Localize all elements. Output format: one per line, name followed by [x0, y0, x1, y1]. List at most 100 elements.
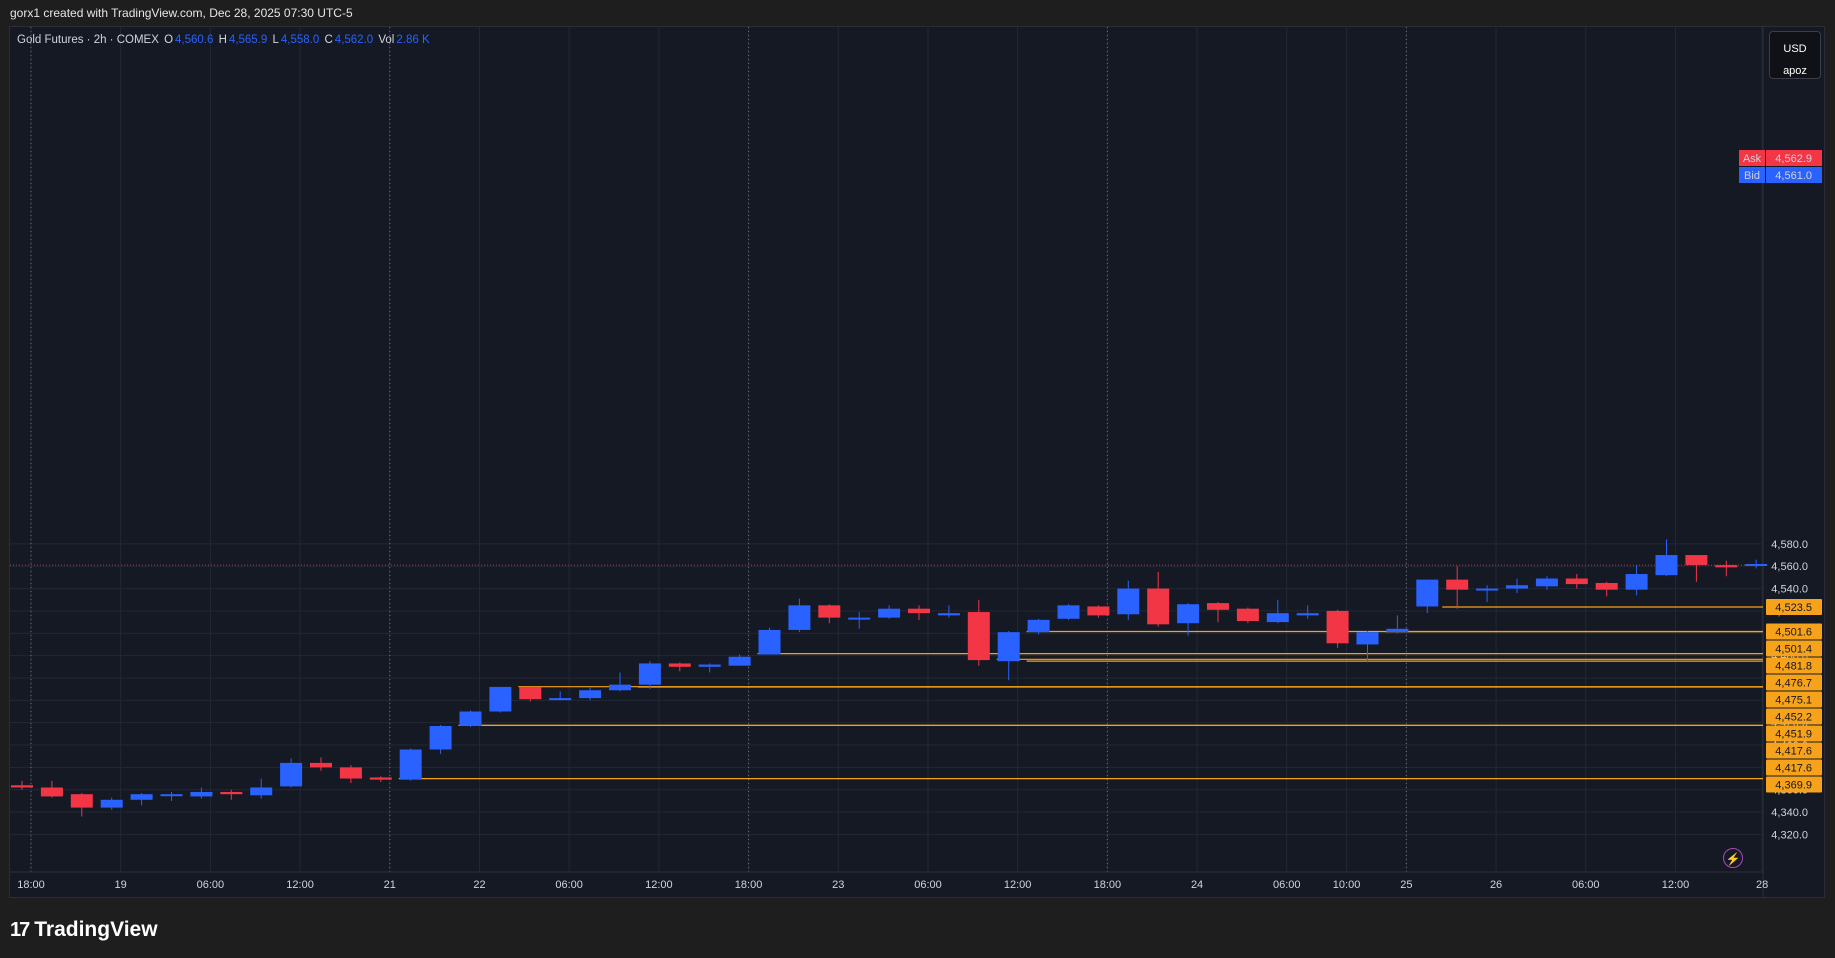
- currency-selector[interactable]: USD apoz: [1769, 31, 1821, 79]
- candle-body: [280, 762, 303, 787]
- tradingview-brand[interactable]: 17 TradingView: [10, 918, 158, 942]
- candle-body: [1446, 579, 1469, 590]
- bid-tag: [1739, 167, 1765, 183]
- level-price-tag: [1766, 657, 1822, 674]
- ask-label: Ask: [1743, 153, 1762, 165]
- candle-body: [160, 794, 183, 797]
- candle-body: [70, 794, 93, 808]
- candle-body: [908, 608, 930, 614]
- candle-body: [40, 787, 63, 797]
- level-price-tag: [1766, 725, 1822, 742]
- candle-body: [130, 794, 153, 800]
- level-price-label: 4,501.6: [1775, 626, 1812, 638]
- candle-body: [100, 799, 123, 808]
- candle-body: [1207, 603, 1229, 610]
- lightning-icon[interactable]: ⚡: [1723, 848, 1743, 868]
- level-price-tag: [1766, 599, 1822, 616]
- level-price-tag: [1766, 691, 1822, 708]
- level-price-label: 4,476.7: [1775, 677, 1812, 689]
- candle-body: [1595, 582, 1618, 590]
- candle-body: [1745, 563, 1768, 566]
- level-price-label: 4,475.1: [1775, 694, 1812, 706]
- legend-close-value: 4,562.0: [334, 34, 374, 46]
- time-axis-label: 24: [1191, 879, 1203, 891]
- candle-body: [1087, 606, 1110, 616]
- time-axis-label: 19: [115, 879, 127, 891]
- legend-close-label: C: [324, 34, 333, 46]
- time-axis-label: 26: [1490, 879, 1502, 891]
- candle-body: [668, 663, 691, 667]
- candle-body: [698, 664, 721, 667]
- candle-body: [1416, 579, 1439, 607]
- candle-body: [1386, 628, 1409, 633]
- candle-body: [1177, 604, 1200, 624]
- candle-body: [579, 690, 602, 699]
- level-price-tag: [1766, 742, 1822, 759]
- candle-body: [1266, 613, 1289, 623]
- time-axis-label: 12:00: [286, 879, 314, 891]
- candle-body: [758, 629, 781, 655]
- legend-open-label: O: [164, 34, 174, 46]
- level-price-label: 4,481.8: [1775, 660, 1812, 672]
- legend-low-value: 4,558.0: [280, 34, 320, 46]
- candle-body: [250, 787, 273, 796]
- candle-body: [1506, 585, 1528, 589]
- candle-body: [310, 762, 332, 768]
- time-axis-label: 06:00: [1572, 879, 1600, 891]
- price-axis-label: 4,580.0: [1771, 539, 1808, 551]
- time-axis-label: 10:00: [1333, 879, 1361, 891]
- price-axis-label: 4,340.0: [1771, 807, 1808, 819]
- time-axis-label: 21: [384, 879, 396, 891]
- ask-tag: [1739, 150, 1765, 166]
- candle-body: [369, 777, 392, 780]
- level-price-tag: [1766, 674, 1822, 691]
- legend-volume-label: Vol: [378, 34, 395, 46]
- legend-low-label: L: [272, 34, 279, 46]
- ask-price-tag: [1766, 150, 1822, 166]
- level-price-tag: [1766, 708, 1822, 725]
- time-axis-label: 06:00: [1273, 879, 1301, 891]
- level-price-label: 4,451.9: [1775, 728, 1812, 740]
- price-axis-label: 4,540.0: [1771, 584, 1808, 596]
- candle-body: [1326, 610, 1349, 644]
- candle-body: [220, 791, 243, 795]
- candle-body: [1027, 619, 1050, 633]
- candle-body: [1655, 555, 1678, 576]
- currency-user: apoz: [1783, 65, 1807, 77]
- legend-symbol[interactable]: Gold Futures · 2h · COMEX: [17, 34, 159, 46]
- time-axis-label: 22: [473, 879, 485, 891]
- candle-body: [429, 726, 452, 750]
- level-price-label: 4,369.9: [1775, 779, 1812, 791]
- candle-body: [788, 605, 811, 630]
- candle-body: [1117, 588, 1140, 615]
- time-axis-label: 28: [1756, 879, 1768, 891]
- candle-body: [1715, 565, 1738, 568]
- candle-body: [1236, 608, 1259, 621]
- legend-high-label: H: [218, 34, 227, 46]
- candle-body: [519, 686, 542, 700]
- brand-name: TradingView: [34, 918, 158, 941]
- level-price-tag: [1766, 640, 1822, 657]
- time-axis-label: 12:00: [1004, 879, 1032, 891]
- candle-body: [997, 632, 1020, 662]
- time-axis-label: 12:00: [645, 879, 673, 891]
- candle-body: [1147, 588, 1170, 625]
- candle-body: [1685, 555, 1708, 566]
- candle-body: [818, 605, 841, 618]
- legend-volume-value: 2.86 K: [396, 34, 430, 46]
- bid-price-tag: [1766, 167, 1822, 183]
- chart-pane[interactable]: [9, 26, 1825, 898]
- tradingview-logo-icon: 17: [10, 918, 30, 941]
- time-axis-label: 25: [1400, 879, 1412, 891]
- candle-body: [638, 663, 661, 685]
- candle-body: [1296, 613, 1319, 616]
- level-price-tag: [1766, 776, 1822, 793]
- level-price-label: 4,523.5: [1775, 602, 1812, 614]
- candle-body: [549, 698, 572, 701]
- candle-body: [489, 686, 512, 712]
- time-axis-label: 06:00: [197, 879, 225, 891]
- price-axis-label: 4,560.0: [1771, 561, 1808, 573]
- candle-body: [190, 791, 213, 797]
- candle-body: [399, 749, 422, 780]
